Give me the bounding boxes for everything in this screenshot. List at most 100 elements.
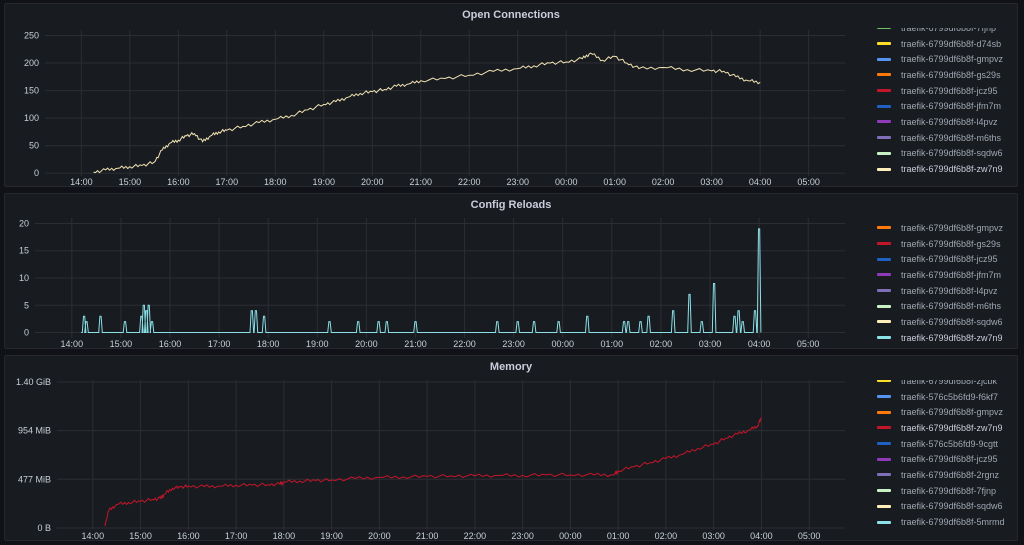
y-tick-label: 954 MiB <box>18 426 51 436</box>
x-tick-label: 22:00 <box>458 177 481 187</box>
legend-item[interactable]: traefik-6799df6b8f-zw7n9 <box>877 420 1013 436</box>
legend-item[interactable]: traefik-6799df6b8f-zw7n9 <box>877 330 1013 346</box>
legend-label: traefik-576c5b6fd9-9cgtt <box>901 438 999 449</box>
legend-swatch-icon <box>877 151 891 155</box>
legend-swatch-icon <box>877 395 891 399</box>
legend-label: traefik-6799df6b8f-2rgnz <box>901 469 1000 480</box>
x-tick-label: 01:00 <box>603 177 626 187</box>
legend-item[interactable]: traefik-576c5b6fd9-9cgtt <box>877 436 1013 452</box>
legend-item[interactable]: traefik-6799df6b8f-m6ths <box>877 130 1013 146</box>
legend-label: traefik-6799df6b8f-sqdw6 <box>901 316 1003 327</box>
x-tick-label: 04:00 <box>749 177 772 187</box>
legend-item[interactable]: traefik-6799df6b8f-zjcbk <box>877 380 1013 389</box>
grid <box>57 380 845 530</box>
legend-swatch-icon <box>877 226 891 230</box>
x-tick-label: 14:00 <box>61 339 84 349</box>
legend-item[interactable]: traefik-6799df6b8f-jcz95 <box>877 251 1013 267</box>
y-tick-label: 100 <box>24 113 39 123</box>
legend-swatch-icon <box>877 457 891 461</box>
y-tick-label: 0 B <box>37 523 51 533</box>
legend-item[interactable]: traefik-6799df6b8f-gmpvz <box>877 220 1013 236</box>
series-line <box>93 52 761 174</box>
x-tick-label: 02:00 <box>652 177 675 187</box>
x-tick-label: 04:00 <box>748 339 771 349</box>
x-tick-label: 15:00 <box>119 177 142 187</box>
x-tick-label: 00:00 <box>551 339 574 349</box>
legend-memory: traefik-6799df6b8f-zjcbk traefik-576c5b6f… <box>877 380 1013 539</box>
chart-memory: 0 B 477 MiB 954 MiB 1.40 GiB 14:00 15:00 16:00… <box>16 377 845 541</box>
legend-item[interactable]: traefik-6799df6b8f-jfm7m <box>877 98 1013 114</box>
panel-memory: Memory 0 B 477 MiB 954 MiB 1.40 GiB 14:00 15:… <box>4 355 1018 541</box>
legend-item[interactable]: traefik-6799df6b8f-zw7n9 <box>877 161 1013 177</box>
y-tick-label: 0 <box>34 168 39 178</box>
y-tick-label: 150 <box>24 86 39 96</box>
panel-title[interactable]: Open Connections <box>462 9 560 21</box>
legend-swatch-icon <box>877 89 891 93</box>
legend-label: traefik-6799df6b8f-7fjnp <box>901 485 997 496</box>
legend-item[interactable]: traefik-576c5b6fd9-f6kf7 <box>877 389 1013 405</box>
x-tick-label: 18:00 <box>257 339 280 349</box>
legend-item[interactable]: traefik-6799df6b8f-gmpvz <box>877 51 1013 67</box>
legend-label: traefik-6799df6b8f-m6ths <box>901 301 1002 312</box>
legend-swatch-icon <box>877 320 891 324</box>
x-tick-label: 19:00 <box>320 531 343 541</box>
legend-swatch-icon <box>877 304 891 308</box>
legend-swatch-icon <box>877 442 891 446</box>
legend-open-connections: traefik-6799df6b8f-7fjnp traefik-6799df6b… <box>877 28 1013 185</box>
x-tick-label: 18:00 <box>264 177 287 187</box>
legend-item[interactable]: traefik-6799df6b8f-m6ths <box>877 298 1013 314</box>
x-tick-label: 16:00 <box>177 531 200 541</box>
legend-label: traefik-576c5b6fd9-f6kf7 <box>901 391 999 402</box>
legend-item[interactable]: traefik-6799df6b8f-l4pvz <box>877 114 1013 130</box>
legend-item[interactable]: traefik-6799df6b8f-jfm7m <box>877 267 1013 283</box>
chart-open-connections: 0 50 100 150 200 250 14:00 15:00 16:00 17:00 18:00… <box>24 30 845 187</box>
legend-item[interactable]: traefik-6799df6b8f-gs29s <box>877 236 1013 252</box>
x-tick-label: 04:00 <box>750 531 773 541</box>
legend-item[interactable]: traefik-6799df6b8f-7fjnp <box>877 28 1013 36</box>
legend-item[interactable]: traefik-6799df6b8f-gmpvz <box>877 404 1013 420</box>
x-tick-label: 20:00 <box>368 531 391 541</box>
legend-label: traefik-6799df6b8f-gmpvz <box>901 222 1004 233</box>
legend-swatch-icon <box>877 520 891 524</box>
x-tick-label: 23:00 <box>511 531 534 541</box>
x-tick-label: 23:00 <box>502 339 525 349</box>
legend-label: traefik-6799df6b8f-zw7n9 <box>901 164 1003 175</box>
legend-item[interactable]: traefik-6799df6b8f-2rgnz <box>877 467 1013 483</box>
legend-label: traefik-6799df6b8f-zw7n9 <box>901 422 1003 433</box>
legend-item[interactable]: traefik-6799df6b8f-sqdw6 <box>877 314 1013 330</box>
x-tick-label: 19:00 <box>313 177 336 187</box>
legend-swatch-icon <box>877 336 891 340</box>
legend-item[interactable]: traefik-6799df6b8f-d74sb <box>877 36 1013 52</box>
y-tick-label: 10 <box>19 273 29 283</box>
panel-title[interactable]: Config Reloads <box>470 199 552 211</box>
legend-item[interactable]: traefik-6799df6b8f-5mrmd <box>877 514 1013 530</box>
legend-swatch-icon <box>877 167 891 171</box>
chart-config-reloads: 0 5 10 15 20 14:00 15:00 16:00 17:00 18:00 19:00 20… <box>19 218 845 349</box>
legend-swatch-icon <box>877 242 891 246</box>
x-tick-label: 21:00 <box>416 531 439 541</box>
legend-swatch-icon <box>877 273 891 277</box>
legend-label: traefik-6799df6b8f-jcz95 <box>901 254 998 265</box>
y-tick-label: 477 MiB <box>18 474 51 484</box>
legend-item[interactable]: traefik-6799df6b8f-l4pvz <box>877 283 1013 299</box>
legend-label: traefik-6799df6b8f-jcz95 <box>901 85 998 96</box>
legend-item[interactable]: traefik-6799df6b8f-gs29s <box>877 67 1013 83</box>
legend-item[interactable]: traefik-6799df6b8f-jcz95 <box>877 83 1013 99</box>
x-tick-label: 16:00 <box>167 177 190 187</box>
legend-item[interactable]: traefik-6799df6b8f-sqdw6 <box>877 146 1013 162</box>
legend-label: traefik-6799df6b8f-gmpvz <box>901 54 1004 65</box>
x-tick-label: 22:00 <box>453 339 476 349</box>
panel-title[interactable]: Memory <box>489 361 533 373</box>
legend-label: traefik-6799df6b8f-l4pvz <box>901 116 998 127</box>
x-tick-label: 22:00 <box>464 531 487 541</box>
legend-item[interactable]: traefik-6799df6b8f-jcz95 <box>877 451 1013 467</box>
x-tick-label: 17:00 <box>225 531 248 541</box>
x-tick-label: 16:00 <box>159 339 182 349</box>
legend-swatch-icon <box>877 136 891 140</box>
legend-item[interactable]: traefik-6799df6b8f-7fjnp <box>877 483 1013 499</box>
legend-label: traefik-6799df6b8f-zw7n9 <box>901 332 1003 343</box>
x-tick-label: 15:00 <box>129 531 152 541</box>
x-tick-label: 02:00 <box>650 339 673 349</box>
legend-label: traefik-6799df6b8f-gs29s <box>901 238 1001 249</box>
legend-item[interactable]: traefik-6799df6b8f-sqdw6 <box>877 499 1013 515</box>
